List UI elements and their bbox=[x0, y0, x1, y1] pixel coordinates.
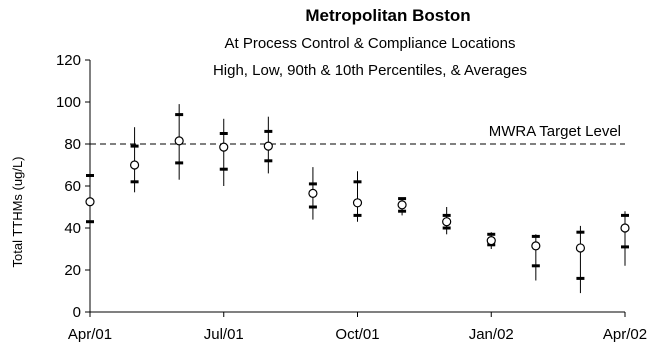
average-marker bbox=[531, 241, 541, 251]
y-tick-label: 60 bbox=[64, 178, 81, 195]
average-marker bbox=[486, 236, 496, 246]
data-point-group bbox=[486, 232, 496, 249]
y-tick-label: 120 bbox=[56, 52, 81, 69]
data-point-group bbox=[174, 104, 184, 180]
data-point-group bbox=[442, 207, 452, 235]
target-level-label: MWRA Target Level bbox=[489, 123, 621, 140]
x-tick-label: Oct/01 bbox=[335, 326, 379, 343]
y-tick-label: 0 bbox=[73, 304, 81, 321]
average-marker bbox=[219, 142, 229, 152]
average-marker bbox=[129, 160, 140, 170]
average-marker bbox=[174, 136, 184, 146]
data-point-group bbox=[129, 127, 140, 193]
data-point-group bbox=[397, 197, 407, 216]
data-point-group bbox=[575, 225, 586, 294]
chart-title: Metropolitan Boston bbox=[305, 6, 470, 25]
data-point-group bbox=[308, 167, 318, 220]
data-point-group bbox=[352, 171, 363, 222]
average-marker bbox=[620, 223, 630, 233]
data-point-group bbox=[85, 169, 95, 228]
average-marker bbox=[85, 197, 95, 207]
average-marker bbox=[397, 200, 407, 210]
data-point-group bbox=[620, 211, 630, 266]
y-tick-label: 100 bbox=[56, 94, 81, 111]
x-tick-label: Jul/01 bbox=[204, 326, 244, 343]
data-point-group bbox=[263, 116, 273, 174]
data-point-group bbox=[531, 234, 541, 281]
x-tick-label: Jan/02 bbox=[469, 326, 514, 343]
average-marker bbox=[352, 198, 363, 208]
y-tick-label: 80 bbox=[64, 136, 81, 153]
average-marker bbox=[442, 217, 452, 227]
y-tick-label: 40 bbox=[64, 220, 81, 237]
chart-subtitle-line-1: At Process Control & Compliance Location… bbox=[225, 35, 516, 52]
average-marker bbox=[575, 243, 586, 253]
x-tick-label: Apr/01 bbox=[68, 326, 112, 343]
x-tick-label: Apr/02 bbox=[603, 326, 647, 343]
series-layer bbox=[85, 104, 630, 294]
average-marker bbox=[308, 188, 318, 198]
chart-subtitle-line-2: High, Low, 90th & 10th Percentiles, & Av… bbox=[213, 62, 527, 79]
y-axis-label: Total TTHMs (ug/L) bbox=[10, 156, 25, 267]
average-marker bbox=[263, 141, 273, 151]
axes-layer: 0 20 40 60 80 100 120 Apr/01 Jul/01 Oct/01 Jan/02 A… bbox=[56, 52, 647, 343]
y-tick-label: 20 bbox=[64, 262, 81, 279]
data-point-group bbox=[219, 118, 229, 186]
reference-layer: MWRA Target Level bbox=[90, 123, 625, 145]
